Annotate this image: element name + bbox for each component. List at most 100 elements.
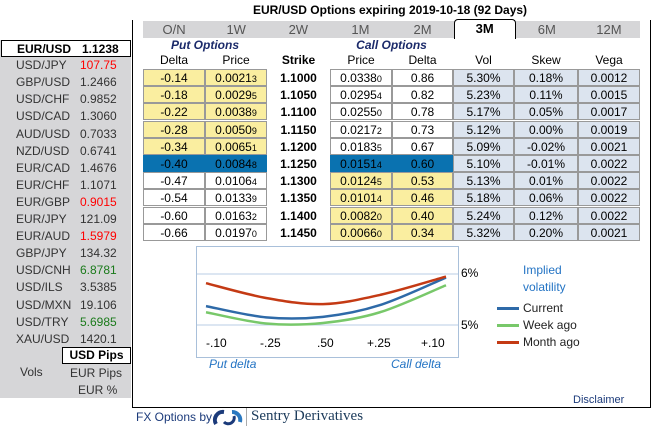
put-delta-label: Put delta (209, 357, 257, 371)
cell-vol: 5.09% (453, 137, 514, 155)
cell-value: 1.1100 (280, 105, 317, 120)
pair-rate: 1.4676 (80, 160, 117, 175)
cell-strike: 1.1300 (267, 172, 330, 189)
cell-value: -0.40 (160, 157, 188, 171)
pair-name: XAU/USD (16, 331, 70, 346)
tab-1m[interactable]: 1M (351, 22, 370, 37)
currency-pair-nzd-usd[interactable]: NZD/USD 0.6741 (0, 143, 131, 160)
cell-call-delta: 0.67 (392, 137, 453, 155)
header-vega: Vega (595, 53, 623, 67)
currency-pair-gbp-usd[interactable]: GBP/USD 1.2466 (0, 74, 131, 91)
pair-name: NZD/USD (16, 143, 70, 158)
disclaimer-link[interactable]: Disclaimer (573, 394, 625, 406)
cell-call-delta: 0.60 (392, 155, 453, 172)
currency-pair-eur-usd[interactable]: EUR/USD 1.1238 (1, 40, 131, 57)
legend-title: Implied volatility (523, 263, 566, 294)
currency-pair-usd-jpy[interactable]: USD/JPY 107.75 (0, 57, 131, 74)
tab-3m[interactable]: 3M (453, 19, 516, 39)
currency-pair-eur-gbp[interactable]: EUR/GBP 0.9015 (0, 194, 131, 211)
brand-name: Sentry Derivatives (251, 408, 364, 424)
tab-2m[interactable]: 2M (413, 22, 432, 37)
cell-value: 0.01% (528, 174, 564, 189)
cell-value: -0.22 (160, 105, 188, 120)
cell-value: 5.18% (466, 191, 501, 206)
vols-option-eur-pips[interactable]: EUR Pips (70, 366, 123, 380)
price-pip: 0 (251, 228, 257, 239)
cell-put-delta: -0.18 (143, 86, 205, 104)
tab-2w[interactable]: 2W (288, 22, 309, 37)
cell-strike: 1.1050 (267, 86, 330, 103)
currency-pair-xau-usd[interactable]: XAU/USD 1420.1 (0, 331, 131, 348)
pair-name: GBP/USD (16, 75, 71, 90)
cell-value: -0.01% (526, 157, 566, 171)
cell-put-delta: -0.40 (143, 155, 205, 172)
cell-put-price: 0.00509 (205, 120, 267, 138)
price-main: 0.0066 (340, 225, 377, 240)
price-main: 0.0163 (215, 208, 252, 223)
cell-call-price: 0.01245 (330, 172, 392, 190)
currency-pair-usd-try[interactable]: USD/TRY 5.6985 (0, 314, 131, 331)
cell-skew: 0.18% (514, 69, 578, 86)
put-options-heading: Put Options (171, 38, 239, 52)
cell-strike: 1.1000 (267, 69, 330, 86)
cell-value: -0.28 (160, 122, 188, 137)
header-put-delta: Delta (159, 53, 188, 67)
price-pip: 9 (251, 125, 257, 136)
cell-call-price: 0.01014 (330, 189, 392, 207)
cell-call-price: 0.00660 (330, 223, 392, 241)
cell-strike: 1.1200 (267, 138, 330, 155)
legend-swatch (497, 341, 519, 345)
cell-call-delta: 0.34 (392, 223, 453, 241)
cell-value: 0.06% (528, 191, 564, 206)
tab-1w[interactable]: 1W (226, 22, 246, 37)
pair-name: USD/ILS (16, 280, 63, 295)
price-pip: 0 (376, 211, 382, 222)
cell-skew: -0.01% (514, 155, 578, 172)
legend-swatch (497, 324, 519, 328)
cell-value: 0.18% (528, 71, 564, 85)
header-vol: Vol (475, 53, 492, 67)
cell-call-delta: 0.53 (392, 172, 453, 190)
vols-option-usd-pips[interactable]: USD Pips (62, 347, 131, 364)
cell-put-price: 0.01632 (205, 206, 267, 224)
currency-pair-eur-chf[interactable]: EUR/CHF 1.1071 (0, 177, 131, 194)
cell-value: 0.00% (528, 122, 564, 137)
currency-pair-gbp-jpy[interactable]: GBP/JPY 134.32 (0, 245, 131, 262)
currency-pair-aud-usd[interactable]: AUD/USD 0.7033 (0, 126, 131, 143)
currency-pair-eur-aud[interactable]: EUR/AUD 1.5979 (0, 228, 131, 245)
cell-vega: 0.0017 (578, 103, 640, 121)
cell-value: 0.60 (410, 157, 435, 171)
cell-value: 0.53 (410, 174, 435, 189)
tab-6m[interactable]: 6M (537, 22, 556, 37)
cell-put-delta: -0.34 (143, 137, 205, 155)
volatility-chart (196, 246, 459, 358)
cell-value: 1.1050 (280, 88, 317, 103)
pair-rate: 107.75 (80, 58, 117, 73)
currency-pair-usd-cad[interactable]: USD/CAD 1.3060 (0, 108, 131, 125)
price-main: 0.0065 (215, 139, 252, 154)
tab-on[interactable]: O/N (162, 22, 186, 37)
tab-12m[interactable]: 12M (596, 22, 622, 37)
pair-rate: 19.106 (80, 297, 117, 312)
options-panel (132, 20, 651, 408)
currency-pair-usd-chf[interactable]: USD/CHF 0.9852 (0, 91, 131, 108)
currency-pair-eur-jpy[interactable]: EUR/JPY 121.09 (0, 211, 131, 228)
cell-value: 0.20% (528, 225, 564, 240)
vols-option-eur-pct[interactable]: EUR % (78, 383, 118, 397)
cell-put-delta: -0.28 (143, 120, 205, 138)
currency-pair-usd-cnh[interactable]: USD/CNH 6.8781 (0, 262, 131, 279)
currency-pair-usd-mxn[interactable]: USD/MXN 19.106 (0, 297, 131, 314)
cell-value: 0.40 (410, 208, 435, 223)
cell-value: -0.34 (160, 139, 188, 154)
currency-pair-usd-ils[interactable]: USD/ILS 3.5385 (0, 279, 131, 296)
cell-value: 1.1450 (280, 225, 317, 240)
price-main: 0.0050 (215, 122, 252, 137)
cell-value: 0.05% (528, 105, 564, 120)
price-pip: 0 (376, 228, 382, 239)
cell-vol: 5.32% (453, 223, 514, 241)
price-pip: 4 (376, 91, 382, 102)
pair-name: USD/CNH (16, 263, 71, 278)
legend-item: Week ago (497, 318, 577, 332)
currency-pair-eur-cad[interactable]: EUR/CAD 1.4676 (0, 160, 131, 177)
cell-call-delta: 0.82 (392, 86, 453, 104)
